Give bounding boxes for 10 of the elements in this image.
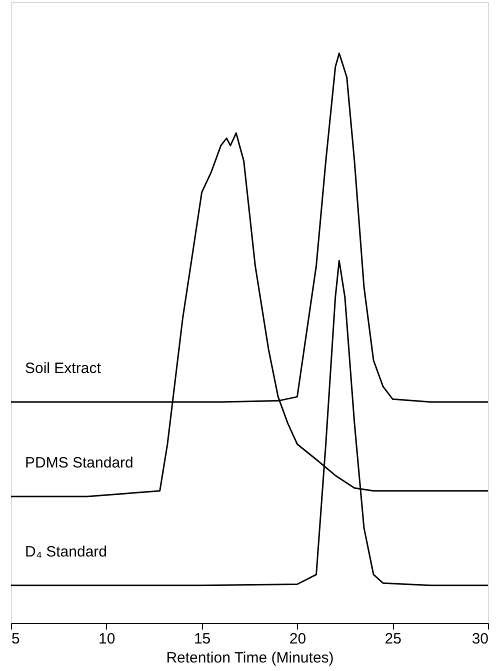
series-label: PDMS Standard <box>25 454 134 472</box>
x-tick-label: 15 <box>194 630 211 648</box>
x-tick-label: 5 <box>12 630 20 648</box>
x-axis-title: Retention Time (Minutes) <box>166 650 334 666</box>
series-label: D₄ Standard <box>25 543 108 560</box>
x-tick-label: 20 <box>289 630 306 648</box>
x-tick-label: 10 <box>98 630 116 648</box>
x-tick-label: 25 <box>384 630 402 648</box>
x-tick-label: 30 <box>472 630 488 648</box>
series-label: Soil Extract <box>25 360 102 377</box>
